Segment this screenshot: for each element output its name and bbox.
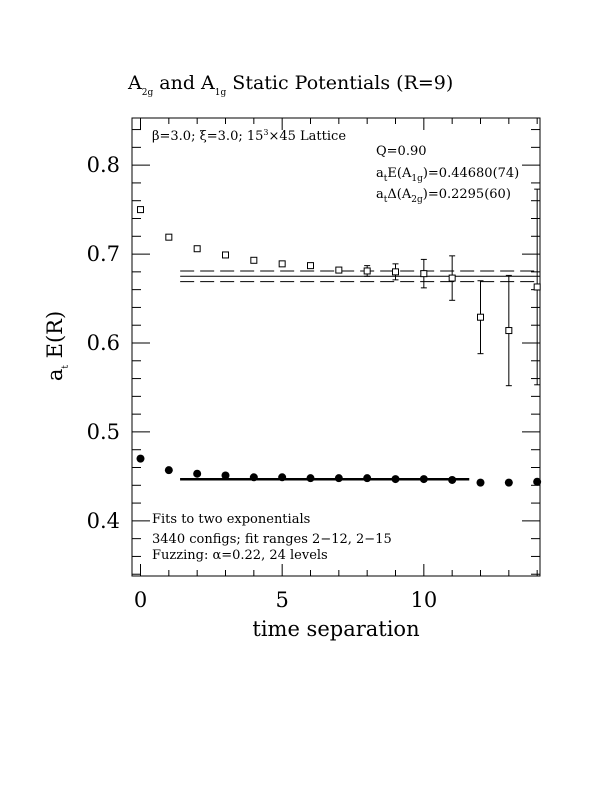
circle-marker <box>391 475 400 484</box>
x-tick-label: 0 <box>134 588 147 612</box>
circle-marker <box>533 477 542 486</box>
y-tick-label: 0.6 <box>87 331 120 355</box>
x-axis-label: time separation <box>252 617 419 641</box>
square-marker <box>533 283 541 291</box>
y-tick-label: 0.8 <box>87 153 120 177</box>
square-marker <box>250 256 258 264</box>
y-axis-label: at E(R) <box>43 311 71 381</box>
plot-frame <box>131 117 541 577</box>
circle-marker <box>448 475 457 484</box>
circle-marker <box>136 454 145 463</box>
x-tick-label: 5 <box>275 588 288 612</box>
fit-lines <box>180 270 540 481</box>
circle-marker <box>249 473 258 482</box>
gap-annotation: atΔ(A2g)=0.2295(60) <box>376 187 511 205</box>
circle-marker <box>476 478 485 487</box>
square-marker <box>193 245 201 253</box>
square-marker <box>278 260 286 268</box>
square-marker <box>448 274 456 282</box>
x-tick-labels: 0 5 10 <box>134 588 437 612</box>
square-marker <box>307 262 314 270</box>
circle-marker <box>278 473 287 482</box>
square-marker <box>363 267 371 275</box>
circle-marker <box>221 471 230 480</box>
square-marker <box>137 206 144 214</box>
y-tick-label: 0.7 <box>87 242 120 266</box>
circle-marker <box>363 474 372 483</box>
circle-marker <box>306 474 315 483</box>
circle-marker <box>334 474 343 483</box>
square-marker <box>477 313 484 321</box>
circle-marker <box>193 469 202 478</box>
lattice-annotation: β=3.0; ξ=3.0; 153×45 Lattice <box>152 128 346 144</box>
configs-annotation: 3440 configs; fit ranges 2−12, 2−15 <box>152 532 392 547</box>
circle-marker <box>164 466 173 475</box>
square-marker <box>420 270 428 278</box>
data-points <box>136 188 542 487</box>
y-tick-labels: 0.4 0.5 0.6 0.7 0.8 <box>87 153 120 533</box>
square-marker <box>335 266 343 274</box>
square-marker <box>165 233 173 241</box>
square-marker <box>505 327 513 335</box>
y-tick-label: 0.4 <box>87 509 120 533</box>
circle-marker <box>419 475 428 484</box>
fuzzing-annotation: Fuzzing: α=0.22, 24 levels <box>152 548 328 563</box>
x-tick-label: 10 <box>410 588 437 612</box>
fits-annotation: Fits to two exponentials <box>152 512 310 527</box>
y-tick-label: 0.5 <box>87 420 120 444</box>
axis-ticks <box>132 118 540 576</box>
square-marker <box>222 251 229 259</box>
chart-title: A2g and A1g Static Potentials (R=9) <box>127 72 453 98</box>
square-marker <box>392 268 399 276</box>
q-annotation: Q=0.90 <box>376 144 427 159</box>
energy-annotation: atE(A1g)=0.44680(74) <box>376 166 519 184</box>
circle-marker <box>504 478 513 487</box>
